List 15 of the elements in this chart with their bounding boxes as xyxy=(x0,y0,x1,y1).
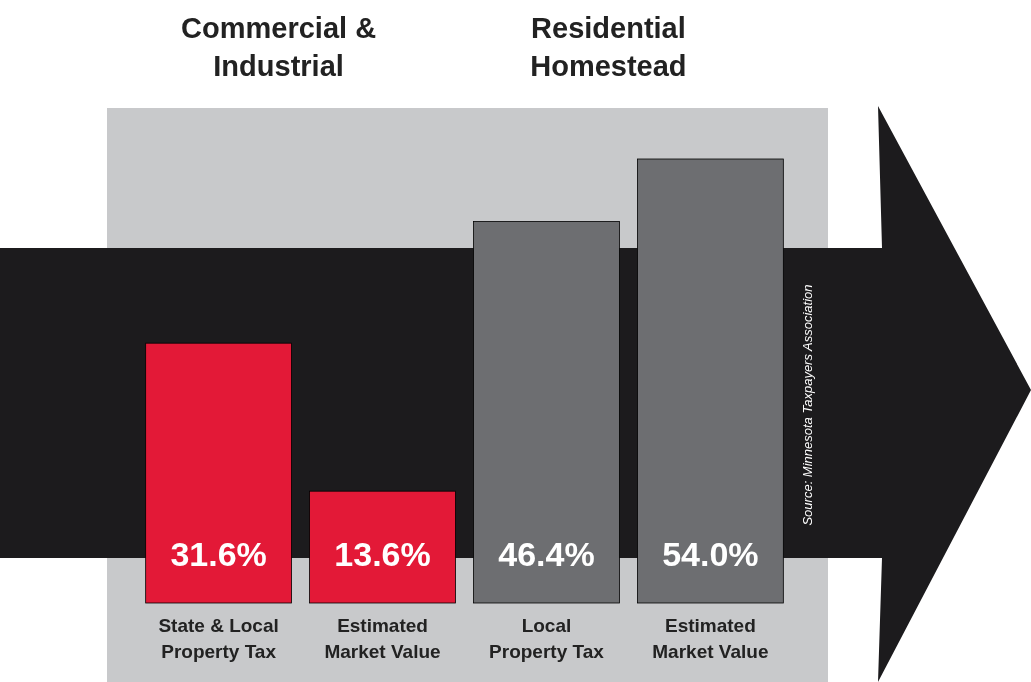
bar xyxy=(637,158,784,604)
x-tick-label: Local Property Tax xyxy=(489,615,605,662)
x-tick-label: State & Local Property Tax xyxy=(158,615,279,662)
data-label: 13.6% xyxy=(334,535,431,573)
data-label: 46.4% xyxy=(498,535,595,573)
bar xyxy=(309,490,456,604)
data-label: 54.0% xyxy=(662,535,759,573)
x-tick-label: Estimated Market Value xyxy=(324,615,441,662)
source-note: Source: Minnesota Taxpayers Association xyxy=(800,284,815,526)
text: Residential Homestead xyxy=(530,12,687,82)
text: Commercial & Industrial xyxy=(181,12,377,82)
bar xyxy=(473,221,620,604)
bar xyxy=(145,342,292,604)
x-tick-label: Estimated Market Value xyxy=(652,615,769,662)
data-label: 31.6% xyxy=(170,535,267,573)
